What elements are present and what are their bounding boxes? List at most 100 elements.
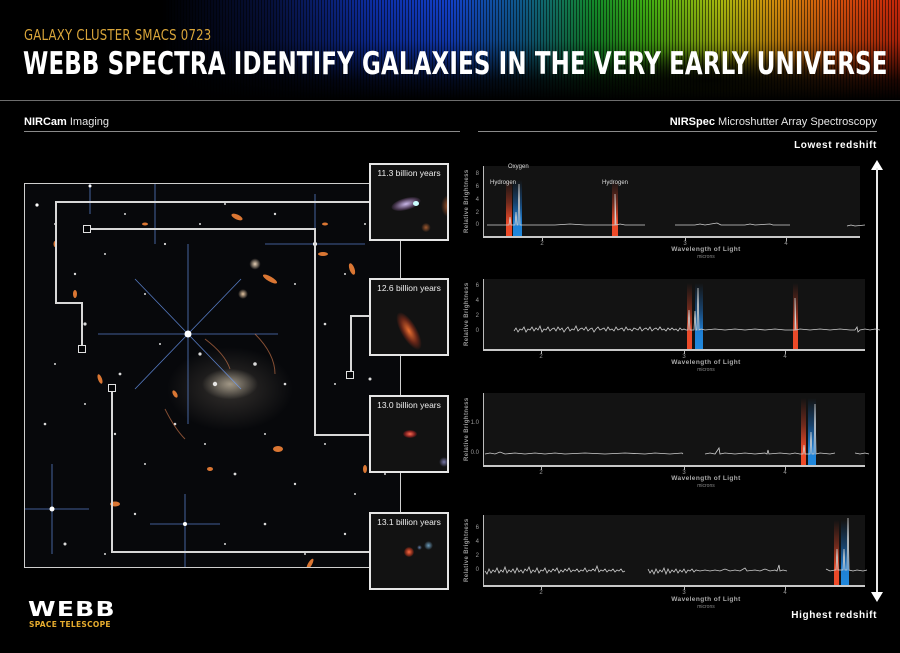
x-axis	[483, 236, 860, 238]
y-axis	[483, 279, 484, 351]
connector-line-11-3	[55, 201, 369, 203]
spectrum-chart-12-6: Relative Brightness 6 4 2 0 2 3 4 Wavele…	[455, 275, 885, 390]
hydrogen-band	[801, 398, 806, 465]
y-tick: 4	[475, 539, 479, 545]
plot-area	[484, 515, 865, 585]
connector-line-13-0	[91, 228, 315, 230]
webb-logo: WEBB	[28, 597, 116, 621]
x-axis-title: Wavelength of Light	[671, 596, 741, 603]
oxygen-band	[808, 398, 816, 465]
y-tick: 0	[475, 567, 479, 573]
spectrum-chart-13-0: Relative Brightness 1.0 0.0 2 3 4 Wavele…	[455, 390, 885, 505]
spectrum-trace	[484, 517, 868, 576]
x-tickmark	[541, 587, 542, 590]
inset-label: 11.3 billion years	[377, 168, 441, 178]
webb-logo-tagline: SPACE TELESCOPE	[29, 620, 111, 629]
x-tick: 2	[539, 354, 543, 360]
galaxy-marker-13-1[interactable]	[108, 384, 116, 392]
x-tickmark	[541, 351, 542, 354]
arrow-down-icon	[871, 592, 883, 602]
redshift-axis-line	[876, 168, 878, 595]
y-tick: 0	[475, 222, 479, 228]
x-tickmark	[685, 238, 686, 241]
page-title: WEBB SPECTRA IDENTIFY GALAXIES IN THE VE…	[23, 46, 888, 82]
galaxy-image	[403, 430, 417, 438]
y-tick: 2	[475, 553, 479, 559]
neighbor-galaxy	[421, 223, 431, 232]
connector-line-11-3	[81, 302, 83, 345]
x-tick: 2	[540, 241, 544, 247]
y-tick: 1.0	[470, 420, 479, 426]
x-axis-unit: microns	[697, 483, 715, 489]
deep-field-image	[24, 183, 401, 568]
plot-area	[484, 166, 860, 236]
y-tick: 2	[475, 313, 479, 319]
inset-13-1-billion-years[interactable]: 13.1 billion years	[369, 512, 449, 590]
galaxy-marker-11-3[interactable]	[78, 345, 86, 353]
x-tick: 3	[682, 354, 686, 360]
header-divider	[0, 100, 900, 101]
nirspec-section-label: NIRSpec Microshutter Array Spectroscopy	[669, 116, 877, 128]
spectrum-chart-13-1: Relative Brightness 6 4 2 0 2 3 4 Wavele…	[455, 505, 885, 620]
connector-line-13-0	[314, 434, 369, 436]
x-tickmark	[541, 467, 542, 470]
galaxy-image	[391, 308, 427, 354]
x-tick: 3	[682, 590, 686, 596]
y-tick: 0.0	[470, 450, 479, 456]
oxygen-band	[841, 520, 849, 585]
highest-redshift-label: Highest redshift	[791, 610, 877, 621]
spectrum-trace	[484, 403, 870, 455]
x-tickmark	[786, 238, 787, 241]
nirspec-divider	[478, 131, 877, 132]
x-axis-unit: microns	[697, 604, 715, 610]
inset-11-3-billion-years[interactable]: 11.3 billion years	[369, 163, 449, 241]
inset-label: 13.0 billion years	[377, 400, 441, 410]
x-tick: 4	[783, 590, 787, 596]
x-tick: 2	[539, 590, 543, 596]
x-tick: 4	[784, 241, 788, 247]
x-axis	[483, 465, 865, 467]
plot-area	[484, 279, 865, 349]
galaxy-marker-12-6[interactable]	[346, 371, 354, 379]
oxygen-band	[513, 180, 522, 236]
galaxy-marker-13-0[interactable]	[83, 225, 91, 233]
hydrogen-annotation: Hydrogen	[602, 180, 629, 186]
x-tickmark	[785, 467, 786, 470]
y-tick: 6	[475, 184, 479, 190]
x-tick: 4	[783, 470, 787, 476]
x-axis	[483, 349, 865, 351]
connector-line-11-3	[55, 302, 82, 304]
y-axis	[483, 166, 484, 238]
x-tickmark	[684, 467, 685, 470]
oxygen-annotation: Oxygen	[508, 164, 529, 170]
x-tick: 3	[682, 470, 686, 476]
neighbor-galaxy	[417, 545, 422, 550]
y-tick: 6	[475, 525, 479, 531]
y-tick: 6	[475, 283, 479, 289]
inset-12-6-billion-years[interactable]: 12.6 billion years	[369, 278, 449, 356]
deep-field-stars	[25, 184, 386, 567]
inset-label: 12.6 billion years	[377, 283, 441, 293]
inset-13-0-billion-years[interactable]: 13.0 billion years	[369, 395, 449, 473]
y-tick: 4	[475, 298, 479, 304]
neighbor-galaxy	[439, 457, 447, 467]
hydrogen-annotation: Hydrogen	[490, 180, 517, 186]
x-axis-unit: microns	[697, 367, 715, 373]
hydrogen-band	[506, 180, 512, 236]
connector-line-13-1	[111, 392, 113, 552]
galaxy-core	[413, 201, 419, 206]
connector-line-12-6	[350, 315, 352, 371]
inset-label: 13.1 billion years	[377, 517, 441, 527]
x-axis-title: Wavelength of Light	[671, 359, 741, 366]
x-axis-title: Wavelength of Light	[671, 475, 741, 482]
spectrum-chart-11-3: Relative Brightness 8 6 4 2 0 Hydrogen O…	[455, 160, 885, 275]
y-tick: 4	[475, 197, 479, 203]
spectrum-trace	[487, 183, 866, 227]
galaxy-image	[404, 547, 414, 557]
arrow-up-icon	[871, 160, 883, 170]
y-tick: 0	[475, 328, 479, 334]
y-axis	[483, 393, 484, 467]
connector-line-13-1	[111, 551, 369, 553]
x-tick: 3	[683, 241, 687, 247]
neighbor-galaxy	[424, 541, 433, 550]
